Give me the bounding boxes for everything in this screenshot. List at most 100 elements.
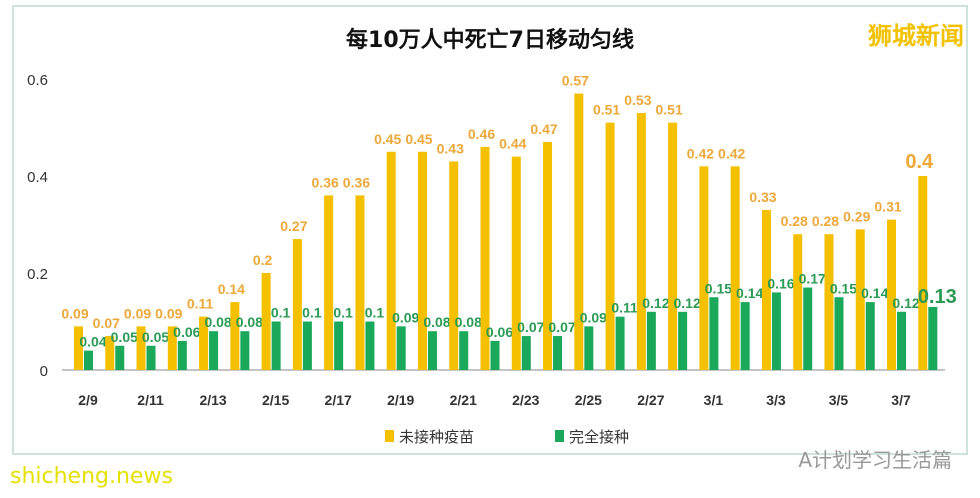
data-label: 0.11: [187, 296, 214, 312]
data-label: 0.1: [271, 305, 291, 321]
bar-vaccinated: [115, 345, 125, 370]
data-label: 0.09: [392, 309, 419, 325]
bar-vaccinated: [396, 326, 406, 370]
data-label: 0.09: [61, 305, 88, 321]
x-tick-label: 3/7: [891, 392, 911, 408]
bar-vaccinated: [646, 311, 656, 370]
wechat-watermark: A计划学习生活篇: [798, 448, 952, 472]
y-tick-label: 0: [40, 363, 48, 380]
data-label: 0.14: [861, 285, 888, 301]
site-watermark: shicheng.news: [10, 464, 173, 489]
bar-unvaccinated: [261, 273, 271, 370]
data-label: 0.42: [718, 145, 745, 161]
bar-vaccinated: [427, 331, 437, 370]
bar-vaccinated: [302, 321, 312, 370]
bar-vaccinated: [459, 331, 469, 370]
bar-unvaccinated: [230, 302, 240, 370]
x-tick-label: 2/19: [387, 392, 414, 408]
data-label: 0.36: [343, 174, 370, 190]
data-label: 0.47: [530, 121, 557, 137]
chart-frame: [12, 5, 968, 455]
data-label: 0.28: [812, 213, 839, 229]
bar-unvaccinated: [855, 229, 865, 370]
data-label: 0.09: [580, 309, 607, 325]
x-tick-label: 2/23: [512, 392, 539, 408]
data-label: 0.2: [253, 252, 273, 268]
data-label: 0.15: [830, 280, 857, 296]
data-label: 0.06: [173, 324, 200, 340]
data-label: 0.17: [799, 271, 826, 287]
data-label: 0.06: [486, 324, 513, 340]
data-label: 0.08: [455, 314, 482, 330]
chart-title: 每10万人中死亡7日移动匀线: [346, 28, 634, 53]
data-label: 0.51: [593, 102, 620, 118]
bar-vaccinated: [865, 302, 875, 370]
bar-vaccinated: [553, 336, 563, 370]
bar-unvaccinated: [449, 161, 459, 370]
data-label: 0.4: [905, 151, 934, 173]
data-label: 0.05: [142, 329, 169, 345]
bar-vaccinated: [177, 340, 187, 370]
bar-unvaccinated: [918, 176, 928, 370]
data-label: 0.05: [111, 329, 138, 345]
bar-unvaccinated: [480, 146, 490, 370]
bar-unvaccinated: [887, 219, 897, 370]
bar-unvaccinated: [605, 122, 615, 371]
bar-vaccinated: [740, 302, 750, 370]
data-label: 0.07: [93, 315, 120, 331]
data-label: 0.12: [892, 295, 919, 311]
bar-unvaccinated: [292, 239, 302, 370]
bar-unvaccinated: [730, 166, 740, 370]
bar-unvaccinated: [136, 326, 146, 370]
y-tick-label: 0.6: [27, 72, 48, 89]
bar-unvaccinated: [543, 142, 553, 370]
data-label: 0.12: [642, 295, 669, 311]
data-label: 0.07: [517, 319, 544, 335]
data-label: 0.33: [749, 189, 776, 205]
legend-label: 完全接种: [569, 428, 629, 446]
bar-vaccinated: [146, 345, 156, 370]
bar-unvaccinated: [355, 195, 365, 370]
data-label: 0.11: [611, 300, 638, 316]
bar-unvaccinated: [668, 122, 678, 371]
data-label: 0.28: [781, 213, 808, 229]
x-tick-label: 3/3: [766, 392, 786, 408]
data-label: 0.15: [705, 280, 732, 296]
data-label: 0.08: [204, 314, 231, 330]
data-label: 0.29: [843, 208, 870, 224]
data-label: 0.51: [656, 102, 683, 118]
data-label: 0.1: [302, 305, 322, 321]
x-tick-label: 2/11: [137, 392, 164, 408]
data-label: 0.12: [674, 295, 701, 311]
data-label: 0.46: [468, 126, 495, 142]
x-tick-label: 3/5: [829, 392, 849, 408]
bar-unvaccinated: [699, 166, 709, 370]
data-label: 0.07: [548, 319, 575, 335]
x-tick-label: 2/17: [325, 392, 352, 408]
data-label: 0.27: [280, 218, 307, 234]
x-tick-label: 3/1: [704, 392, 724, 408]
data-label: 0.04: [79, 334, 106, 350]
bar-vaccinated: [490, 340, 500, 370]
bar-vaccinated: [240, 331, 250, 370]
bar-vaccinated: [365, 321, 375, 370]
x-tick-label: 2/25: [575, 392, 602, 408]
data-label: 0.36: [312, 174, 339, 190]
bar-unvaccinated: [386, 151, 396, 370]
data-label: 0.53: [624, 92, 651, 108]
data-label: 0.44: [499, 136, 526, 152]
data-label: 0.57: [562, 73, 589, 89]
data-label: 0.08: [236, 314, 263, 330]
bar-unvaccinated: [324, 195, 334, 370]
bar-unvaccinated: [199, 316, 209, 370]
bar-unvaccinated: [105, 336, 115, 370]
bar-unvaccinated: [824, 234, 834, 370]
bar-vaccinated: [584, 326, 594, 370]
bar-vaccinated: [271, 321, 281, 370]
bar-vaccinated: [897, 311, 907, 370]
bar-vaccinated: [834, 297, 844, 370]
bar-vaccinated: [84, 350, 93, 370]
y-tick-label: 0.4: [27, 169, 48, 186]
bar-vaccinated: [209, 331, 219, 370]
